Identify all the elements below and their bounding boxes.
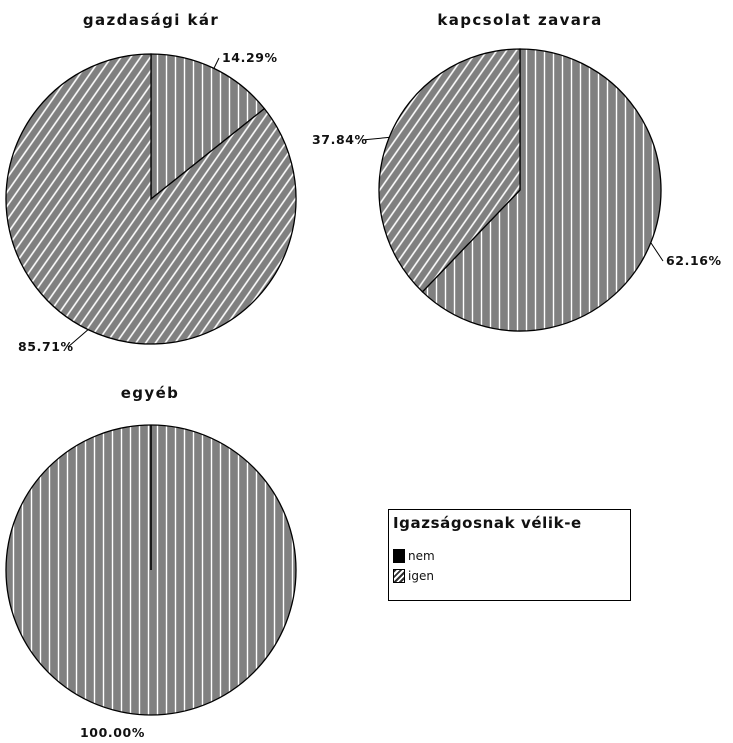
chart-title: kapcsolat zavara	[437, 11, 602, 29]
label-leader-line	[67, 329, 89, 348]
slice-percent-label: 62.16%	[666, 253, 722, 268]
legend: Igazságosnak vélik-e nem igen	[388, 509, 631, 601]
legend-swatch-solid	[393, 549, 405, 563]
pie-chart-egyeb: 100.00% egyéb	[5, 384, 297, 740]
legend-label: nem	[408, 549, 435, 563]
label-leader-line	[650, 242, 664, 262]
legend-item-igen: igen	[393, 568, 434, 584]
pie-chart-gazdasagi-kar: 14.29% 85.71% gazdasági kár	[5, 11, 297, 354]
slice-percent-label: 14.29%	[222, 50, 278, 65]
pie-slice-nem	[150, 53, 266, 201]
chart-title: gazdasági kár	[83, 11, 219, 29]
label-leader-line	[213, 57, 220, 69]
slice-percent-label: 37.84%	[312, 132, 368, 147]
slice-percent-label: 85.71%	[18, 339, 74, 354]
chart-title: egyéb	[121, 384, 180, 402]
pie-slice-nem	[421, 48, 662, 332]
label-leader-line	[361, 136, 390, 141]
legend-item-nem: nem	[393, 548, 435, 564]
legend-title: Igazságosnak vélik-e	[393, 514, 582, 532]
legend-swatch-hatched	[393, 569, 405, 583]
pie-chart-kapcsolat-zavara: 62.16% 37.84% kapcsolat zavara	[312, 11, 722, 332]
legend-label: igen	[408, 569, 434, 583]
slice-percent-label: 100.00%	[80, 725, 145, 740]
